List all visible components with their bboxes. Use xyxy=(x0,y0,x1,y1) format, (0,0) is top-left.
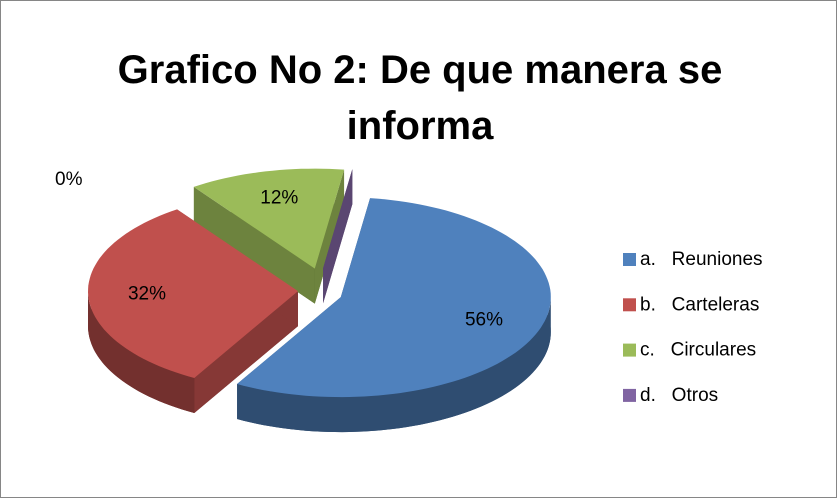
slice-side xyxy=(88,291,195,413)
legend: a. Reuniones b. Carteleras c. Circulares d.… xyxy=(623,249,763,406)
data-label: 0% xyxy=(55,169,83,190)
data-label: 56% xyxy=(465,309,503,330)
slice xyxy=(193,168,345,269)
slice-edge xyxy=(314,169,345,304)
legend-label: d. Otros xyxy=(640,385,718,406)
data-label: 12% xyxy=(260,188,298,209)
legend-swatch xyxy=(623,388,636,402)
slice-edge xyxy=(323,169,353,304)
slice xyxy=(237,198,551,398)
slice-edge xyxy=(194,291,298,413)
pie: 56% 32% 12% 0% xyxy=(55,168,551,433)
slice xyxy=(88,209,298,378)
legend-swatch xyxy=(623,343,636,357)
legend-swatch xyxy=(623,298,636,312)
legend-label: b. Carteleras xyxy=(640,294,759,315)
data-label: 32% xyxy=(128,284,166,305)
chart-title: Grafico No 2: De que manera se informa xyxy=(117,48,723,148)
slice-side xyxy=(237,297,551,433)
slice-edge xyxy=(193,186,315,304)
legend-label: c. Circulares xyxy=(640,340,756,361)
legend-swatch xyxy=(623,253,636,266)
legend-label: a. Reuniones xyxy=(640,249,763,270)
